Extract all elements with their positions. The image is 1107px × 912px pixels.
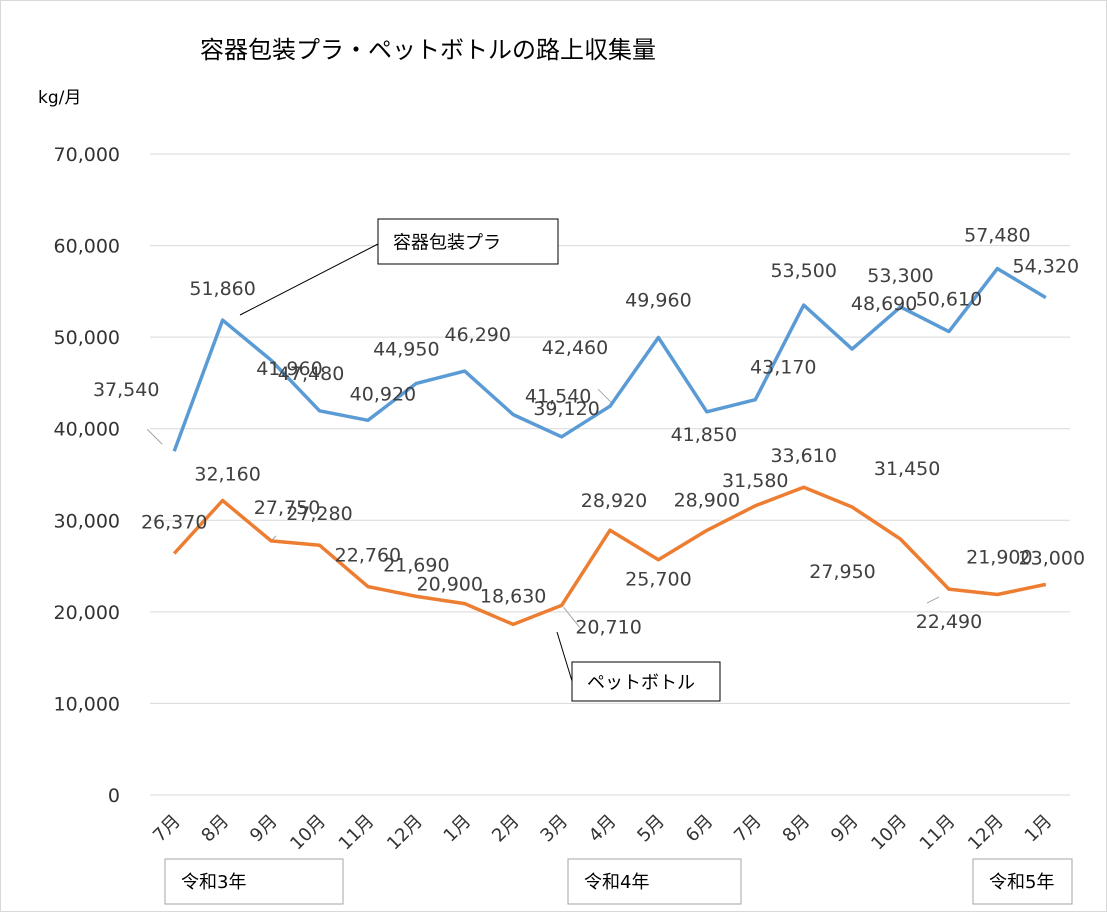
callout-leader <box>239 243 379 316</box>
data-label: 47,480 <box>278 363 344 385</box>
series-line <box>172 266 1047 452</box>
data-label: 37,540 <box>93 379 159 401</box>
callout-label: ペットボトル <box>587 673 695 694</box>
era-label: 令和4年 <box>584 872 649 893</box>
era-box <box>567 858 742 905</box>
data-label: 41,850 <box>671 424 737 446</box>
data-label: 42,460 <box>542 337 608 359</box>
data-label: 51,860 <box>189 278 255 300</box>
data-label: 23,000 <box>1019 547 1085 569</box>
series-line <box>172 485 1047 627</box>
gridlines <box>150 153 1070 796</box>
y-tick-label: 40,000 <box>54 419 120 441</box>
era-box <box>972 858 1073 905</box>
series-lines <box>172 266 1047 627</box>
data-label: 27,750 <box>254 497 320 519</box>
data-label: 20,710 <box>575 616 641 638</box>
data-label: 43,170 <box>750 357 816 379</box>
data-label: 44,950 <box>373 338 439 360</box>
era-label: 令和3年 <box>181 872 246 893</box>
data-label: 22,490 <box>916 611 982 633</box>
data-label: 27,950 <box>809 561 875 583</box>
data-label: 53,300 <box>867 265 933 287</box>
data-label: 53,500 <box>770 260 836 282</box>
callout-label: 容器包装プラ <box>393 233 501 254</box>
label-leader <box>597 388 613 404</box>
data-label: 31,450 <box>874 458 940 480</box>
data-label: 21,900 <box>966 546 1032 568</box>
era-box <box>164 858 344 905</box>
data-label: 46,290 <box>444 324 510 346</box>
y-axis-unit: kg/月 <box>38 88 81 108</box>
data-label: 54,320 <box>1013 256 1079 278</box>
data-label: 32,160 <box>194 464 260 486</box>
y-tick-label: 60,000 <box>54 236 120 258</box>
y-tick-label: 20,000 <box>54 602 120 624</box>
data-label: 28,900 <box>674 489 740 511</box>
label-leader <box>926 596 940 604</box>
era-boxes: 令和3年 令和4年 令和5年 <box>164 858 1073 905</box>
data-label: 50,610 <box>916 289 982 311</box>
y-axis-ticks: 0 10,000 20,000 30,000 40,000 50,000 60,000 70,… <box>54 144 120 807</box>
callout-leader <box>556 631 573 682</box>
data-label: 21,690 <box>383 554 449 576</box>
y-tick-label: 0 <box>108 785 120 807</box>
data-label: 41,960 <box>256 358 322 380</box>
chart-title: 容器包装プラ・ペットボトルの路上収集量 <box>200 36 656 64</box>
label-leader <box>563 607 580 628</box>
data-label: 31,580 <box>722 470 788 492</box>
callout-box <box>571 661 721 702</box>
label-leader <box>146 428 163 445</box>
data-label: 39,120 <box>533 398 599 420</box>
data-label: 49,960 <box>625 290 691 312</box>
data-label: 27,280 <box>286 503 352 525</box>
y-tick-label: 30,000 <box>54 510 120 532</box>
data-label: 33,610 <box>770 445 836 467</box>
data-label: 28,920 <box>581 490 647 512</box>
data-label: 26,370 <box>141 512 207 534</box>
y-tick-label: 70,000 <box>54 144 120 166</box>
data-label: 41,540 <box>525 386 591 408</box>
data-label: 57,480 <box>964 225 1030 247</box>
data-label: 48,690 <box>851 293 917 315</box>
data-label: 40,920 <box>350 383 416 405</box>
callout-box <box>377 218 559 265</box>
data-label: 22,760 <box>335 545 401 567</box>
y-tick-label: 10,000 <box>54 693 120 715</box>
y-tick-label: 50,000 <box>54 327 120 349</box>
data-label: 20,900 <box>416 574 482 596</box>
data-label: 18,630 <box>480 585 546 607</box>
era-label: 令和5年 <box>989 872 1054 893</box>
data-label: 25,700 <box>625 569 691 591</box>
